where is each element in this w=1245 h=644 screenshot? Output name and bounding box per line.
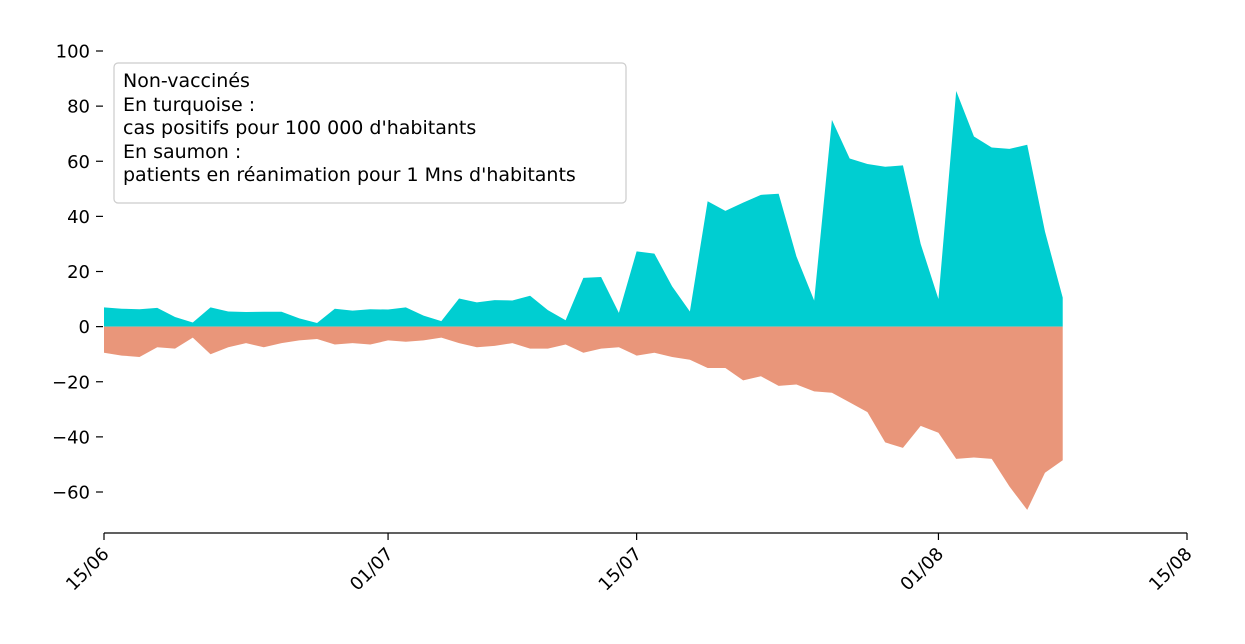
y-tick-label: 20: [67, 262, 90, 283]
legend-line: cas positifs pour 100 000 d'habitants: [123, 117, 476, 139]
x-tick-label: 01/07: [346, 544, 398, 596]
legend-line: Non-vaccinés: [123, 70, 250, 92]
y-tick-label: 100: [56, 42, 90, 63]
y-tick-label: 80: [67, 97, 90, 118]
x-axis: 15/06 01/07 15/07 01/08 15/08: [62, 532, 1197, 596]
y-axis: 100 80 60 40 20 0 −20 −40 −60: [52, 42, 103, 504]
y-tick-label: 0: [79, 317, 90, 338]
y-tick-label: −20: [52, 372, 90, 393]
x-tick-label: 15/08: [1145, 544, 1197, 596]
area-series-icu: [104, 326, 1063, 510]
area-series-cases: [104, 90, 1063, 327]
x-tick-label: 15/07: [595, 544, 647, 596]
legend: Non-vaccinés En turquoise : cas positifs…: [113, 62, 627, 204]
legend-line: En saumon :: [123, 141, 241, 163]
y-tick-label: −60: [52, 483, 90, 504]
legend-line: patients en réanimation pour 1 Mns d'hab…: [123, 164, 576, 186]
legend-line: En turquoise :: [123, 94, 255, 116]
y-tick-label: −40: [52, 427, 90, 448]
area-layer: [104, 90, 1063, 510]
y-tick-label: 60: [67, 152, 90, 173]
legend-box: [113, 62, 627, 204]
x-tick-label: 15/06: [62, 544, 114, 596]
y-tick-label: 40: [67, 207, 90, 228]
x-tick-label: 01/08: [896, 544, 948, 596]
